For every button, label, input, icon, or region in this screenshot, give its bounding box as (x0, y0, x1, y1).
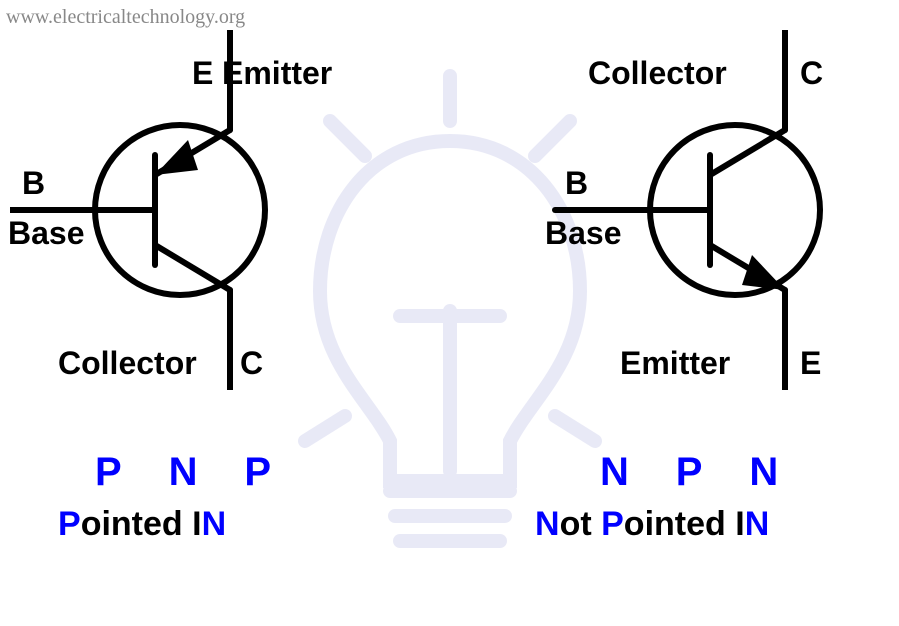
pnp-letter-1: P (95, 450, 132, 494)
npn-mnemonic-letters: N P N (600, 450, 788, 495)
pnp-base-short-label: B (22, 165, 45, 202)
npn-emitter-long-label: Emitter (620, 345, 730, 382)
npn-letter-3: N (749, 450, 788, 494)
pnp-phrase-i: I (192, 505, 201, 543)
npn-phrase-t2: ointed (624, 505, 735, 543)
npn-phrase-i: I (735, 505, 744, 543)
pnp-phrase-p: P (58, 505, 81, 543)
npn-base-long-label: Base (545, 215, 622, 252)
npn-phrase-t1: ot (560, 505, 602, 543)
npn-letter-2: P (676, 450, 713, 494)
npn-base-short-label: B (565, 165, 588, 202)
pnp-letter-3: P (244, 450, 281, 494)
watermark-url: www.electricaltechnology.org (6, 6, 245, 29)
npn-collector-short-label: C (800, 55, 823, 92)
npn-collector-long-label: Collector (588, 55, 727, 92)
pnp-collector-short-label: C (240, 345, 263, 382)
pnp-mnemonic-letters: P N P (95, 450, 281, 495)
pnp-base-long-label: Base (8, 215, 85, 252)
npn-emitter-short-label: E (800, 345, 821, 382)
npn-letter-1: N (600, 450, 639, 494)
pnp-letter-2: N (169, 450, 208, 494)
npn-phrase-p: P (601, 505, 624, 543)
pnp-collector-long-label: Collector (58, 345, 197, 382)
pnp-emitter-short-label: E (192, 55, 213, 92)
npn-phrase-n2: N (745, 505, 770, 543)
pnp-phrase-n: N (202, 505, 227, 543)
pnp-mnemonic-phrase: Pointed IN (58, 505, 226, 544)
pnp-phrase-t1: ointed (81, 505, 192, 543)
pnp-emitter-long-label: Emitter (222, 55, 332, 92)
npn-phrase-n1: N (535, 505, 560, 543)
npn-mnemonic-phrase: Not Pointed IN (535, 505, 769, 544)
